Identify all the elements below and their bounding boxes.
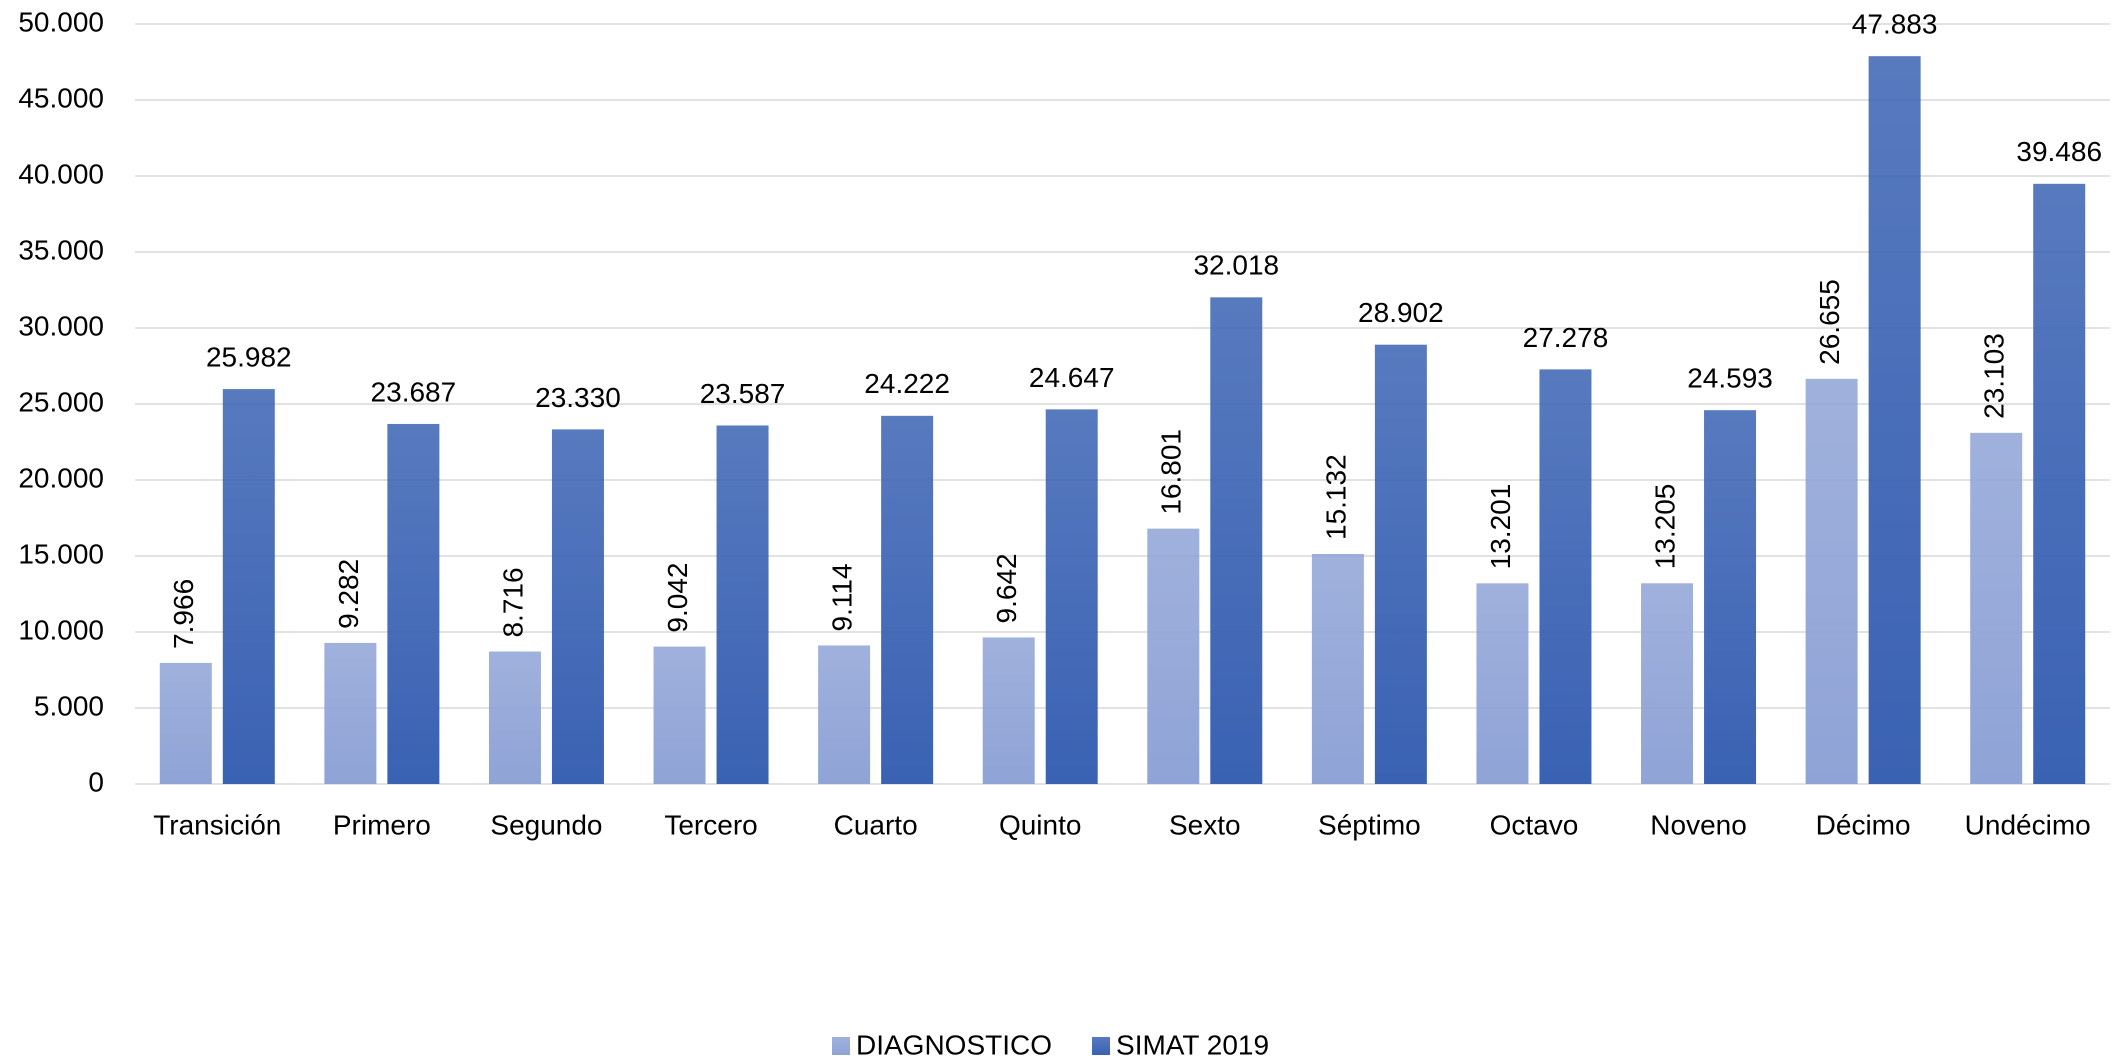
bar xyxy=(818,645,871,784)
bar xyxy=(1147,528,1200,784)
bar xyxy=(222,389,275,784)
bar xyxy=(1045,409,1098,784)
bar xyxy=(653,646,706,784)
y-tick-label: 40.000 xyxy=(18,158,104,189)
x-tick-label: Transición xyxy=(153,809,281,840)
y-tick-label: 5.000 xyxy=(34,690,104,721)
data-label: 8.716 xyxy=(497,567,528,637)
bar xyxy=(1641,583,1694,784)
bar xyxy=(1805,378,1858,784)
data-label: 9.114 xyxy=(827,563,858,631)
x-tick-label: Tercero xyxy=(664,809,757,840)
data-label: 7.966 xyxy=(168,579,199,649)
data-label: 16.801 xyxy=(1156,429,1187,515)
x-tick-label: Décimo xyxy=(1816,809,1911,840)
x-tick-label: Undécimo xyxy=(1965,809,2091,840)
x-tick-label: Segundo xyxy=(490,809,602,840)
data-label: 13.205 xyxy=(1649,484,1680,570)
data-label: 25.982 xyxy=(206,341,292,372)
bar xyxy=(1868,56,1921,784)
x-tick-label: Octavo xyxy=(1490,809,1579,840)
y-tick-label: 15.000 xyxy=(18,538,104,569)
bar xyxy=(1704,410,1757,784)
bar xyxy=(324,642,377,784)
x-tick-label: Quinto xyxy=(999,809,1082,840)
bar xyxy=(387,423,440,784)
data-label: 9.642 xyxy=(991,553,1022,623)
data-label: 24.647 xyxy=(1029,362,1115,393)
data-label: 23.330 xyxy=(535,382,621,413)
data-label: 24.222 xyxy=(864,368,950,399)
bar xyxy=(1970,432,2023,784)
data-label: 13.201 xyxy=(1485,484,1516,570)
y-tick-label: 35.000 xyxy=(18,234,104,265)
legend-swatch xyxy=(832,1037,850,1055)
data-label: 23.687 xyxy=(371,376,457,407)
x-tick-label: Sexto xyxy=(1169,809,1241,840)
y-tick-label: 50.000 xyxy=(18,6,104,37)
data-label: 23.103 xyxy=(1979,333,2010,419)
data-label: 24.593 xyxy=(1687,363,1773,394)
bar xyxy=(551,429,604,784)
legend-swatch xyxy=(1092,1037,1111,1055)
data-label: 47.883 xyxy=(1852,9,1938,40)
legend-label: SIMAT 2019 xyxy=(1116,1029,1269,1060)
bar xyxy=(716,425,769,784)
y-tick-label: 30.000 xyxy=(18,310,104,341)
bar xyxy=(1311,553,1364,784)
x-tick-label: Noveno xyxy=(1650,809,1747,840)
legend-label: DIAGNOSTICO xyxy=(856,1029,1052,1060)
bar xyxy=(488,651,541,784)
y-tick-label: 45.000 xyxy=(18,82,104,113)
data-label: 26.655 xyxy=(1814,279,1845,365)
bar xyxy=(1476,583,1529,784)
data-label: 9.042 xyxy=(662,562,693,632)
x-tick-label: Cuarto xyxy=(834,809,918,840)
data-label: 32.018 xyxy=(1193,250,1279,281)
bar xyxy=(982,637,1035,784)
x-tick-label: Séptimo xyxy=(1318,809,1421,840)
y-tick-label: 20.000 xyxy=(18,462,104,493)
data-label: 28.902 xyxy=(1358,297,1444,328)
bar xyxy=(2033,183,2086,784)
data-label: 23.587 xyxy=(700,378,786,409)
bar xyxy=(881,415,934,784)
x-tick-label: Primero xyxy=(333,809,431,840)
y-tick-label: 10.000 xyxy=(18,614,104,645)
y-tick-label: 0 xyxy=(88,766,104,797)
data-label: 39.486 xyxy=(2016,136,2102,167)
y-tick-label: 25.000 xyxy=(18,386,104,417)
bar xyxy=(1374,344,1427,784)
data-label: 15.132 xyxy=(1320,454,1351,540)
bar xyxy=(1210,297,1263,784)
bar xyxy=(159,662,212,784)
data-label: 27.278 xyxy=(1523,322,1609,353)
data-label: 9.282 xyxy=(333,559,364,629)
bar xyxy=(1539,369,1592,784)
